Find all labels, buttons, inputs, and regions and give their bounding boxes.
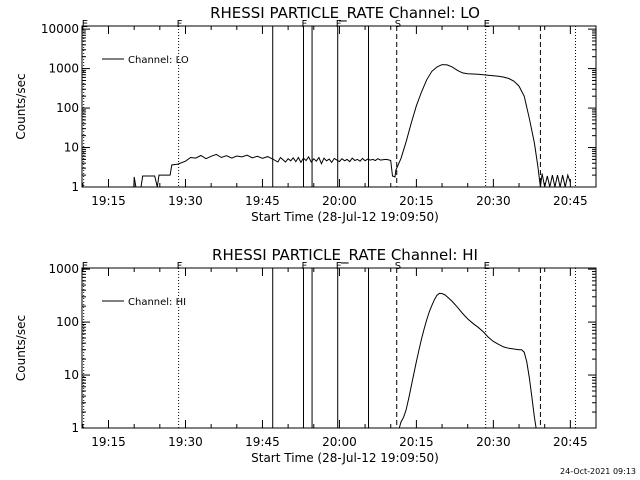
event-marker-label: F [336,19,342,30]
x-tick-label: 20:30 [476,194,511,208]
event-marker-label: F [302,19,308,30]
x-tick-label: 20:00 [322,435,357,449]
legend-label: Channel: LO [128,55,189,66]
x-tick-label: 19:30 [168,194,203,208]
y-tick-label: 1 [71,421,79,435]
event-marker-label: E [82,19,88,30]
x-axis-label: Start Time (28-Jul-12 19:09:50) [251,210,439,224]
y-tick-label: 100 [56,101,79,115]
x-tick-label: 20:30 [476,435,511,449]
x-tick-label: 20:00 [322,194,357,208]
plot-frame [81,267,597,429]
y-tick-label: 1000 [48,62,79,76]
y-tick-label: 10000 [41,22,79,36]
y-tick-label: 10 [64,368,79,382]
series-line [133,64,571,187]
chart-title: RHESSI PARTICLE_RATE Channel: LO [210,4,480,23]
y-tick-label: 1 [71,180,79,194]
event-marker-label: E [484,19,490,30]
panel-lo: RHESSI PARTICLE_RATE Channel: LO Start Ti… [14,4,597,224]
y-axis-label: Counts/sec [14,73,28,139]
y-tick-label: 1000 [48,262,79,276]
y-tick-label: 10 [64,141,79,155]
x-tick-label: 20:15 [399,435,434,449]
x-tick-label: 19:15 [91,194,126,208]
event-marker-label: S [395,261,401,272]
x-tick-label: 20:15 [399,194,434,208]
chart-title: RHESSI PARTICLE_RATE Channel: HI [212,246,478,265]
x-tick-label: 20:45 [553,435,588,449]
y-tick-label: 100 [56,315,79,329]
plot-frame [81,25,597,188]
event-marker-label: F [177,261,183,272]
event-marker-label: F [302,261,308,272]
plot-timestamp: 24-Oct-2021 09:13 [560,467,636,476]
event-marker-label: E [82,261,88,272]
y-axis-label: Counts/sec [14,315,28,381]
legend-label: Channel: HI [128,297,186,308]
x-tick-label: 19:15 [91,435,126,449]
x-tick-label: 19:45 [245,435,280,449]
event-marker-label: S [395,19,401,30]
series-line [398,292,537,428]
x-tick-label: 19:45 [245,194,280,208]
event-marker-label: E [484,261,490,272]
panel-hi: RHESSI PARTICLE_RATE Channel: HI Start Ti… [14,246,597,465]
event-marker-label: F [177,19,183,30]
x-tick-label: 19:30 [168,435,203,449]
event-marker-label: F [336,261,342,272]
x-tick-label: 20:45 [553,194,588,208]
x-axis-label: Start Time (28-Jul-12 19:09:50) [251,451,439,465]
